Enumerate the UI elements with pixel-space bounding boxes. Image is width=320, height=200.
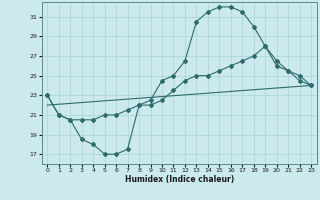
X-axis label: Humidex (Indice chaleur): Humidex (Indice chaleur) (124, 175, 234, 184)
